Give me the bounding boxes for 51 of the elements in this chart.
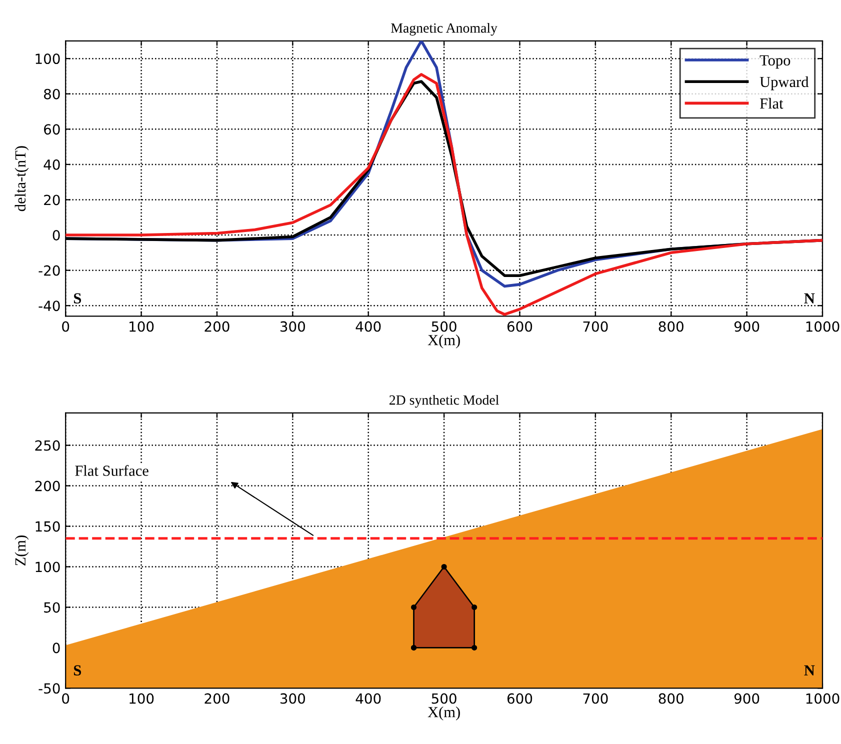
x-axis-title: X(m)	[428, 706, 460, 720]
x-tick-label: 500	[432, 321, 456, 332]
y-tick-label: 0	[52, 642, 60, 654]
x-tick-label: 0	[62, 321, 70, 332]
y-tick-label: 150	[36, 521, 60, 532]
annotation: N	[804, 665, 815, 676]
y-tick-label: 20	[44, 194, 60, 206]
y-axis-title: Z(m)	[14, 536, 29, 566]
y-tick-label: 80	[44, 88, 60, 100]
y-tick-label: 0	[52, 230, 60, 240]
annotation: S	[74, 293, 82, 304]
x-tick-label: 100	[130, 693, 154, 704]
x-tick-label: 500	[432, 693, 456, 704]
y-tick-label: 50	[44, 602, 60, 613]
x-tick-label: 1000	[806, 321, 840, 332]
x-tick-label: 600	[507, 321, 532, 332]
y-tick-label: 100	[36, 562, 60, 572]
x-tick-label: 200	[204, 321, 230, 332]
x-tick-label: 400	[356, 693, 381, 704]
legend-label: Upward	[760, 76, 809, 90]
annotation: N	[804, 293, 815, 304]
x-axis-title: X(m)	[428, 334, 460, 348]
annotation: S	[74, 665, 82, 676]
x-tick-label: 1000	[806, 693, 840, 704]
y-tick-label: -50	[38, 683, 60, 694]
x-tick-label: 0	[62, 693, 70, 704]
annotation: Flat Surface	[75, 465, 148, 476]
y-tick-label: 40	[44, 159, 60, 170]
x-tick-label: 700	[583, 693, 608, 704]
x-tick-label: 700	[583, 321, 608, 332]
legend-label: Flat	[760, 98, 784, 109]
x-tick-label: 900	[734, 321, 760, 332]
chart-title: Magnetic Anomaly	[391, 22, 498, 36]
y-tick-label: 200	[35, 480, 60, 492]
y-tick-label: 250	[35, 440, 60, 451]
y-axis-title: delta-t(nT)	[14, 146, 29, 212]
x-tick-label: 900	[734, 693, 760, 704]
y-tick-label: 100	[36, 54, 60, 64]
x-tick-label: 600	[507, 693, 532, 704]
chart-title: 2D synthetic Model	[389, 394, 499, 408]
x-tick-label: 300	[280, 321, 305, 332]
x-tick-label: 800	[658, 321, 684, 332]
x-tick-label: 400	[356, 321, 381, 332]
x-tick-label: 300	[280, 693, 305, 704]
x-tick-label: 100	[130, 321, 154, 332]
x-tick-label: 200	[204, 693, 230, 704]
y-tick-label: 60	[44, 124, 60, 135]
y-tick-label: -40	[38, 300, 60, 312]
y-tick-label: -20	[38, 265, 60, 276]
x-tick-label: 800	[658, 693, 684, 704]
legend-label: Topo	[760, 55, 790, 69]
